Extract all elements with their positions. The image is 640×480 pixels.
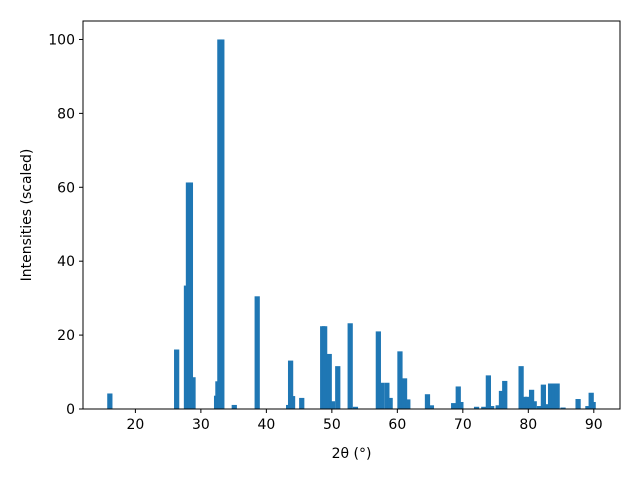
bar (536, 406, 543, 409)
bar (544, 404, 550, 409)
bar (424, 394, 431, 409)
bar (590, 401, 596, 409)
bar (299, 397, 305, 409)
bar (458, 401, 464, 409)
y-axis-label: Intensities (scaled) (19, 149, 35, 282)
bar (401, 378, 408, 409)
bar (485, 375, 491, 409)
y-tick-label: 80 (57, 106, 75, 122)
bar (231, 404, 237, 409)
bar (489, 406, 495, 409)
x-tick-label: 40 (257, 417, 275, 433)
bar (518, 366, 524, 409)
bar (384, 382, 390, 409)
bar (107, 393, 113, 409)
bar (379, 382, 385, 409)
bars-group (107, 39, 596, 409)
plot-frame (82, 20, 621, 410)
bar (174, 349, 180, 409)
bar (540, 384, 546, 409)
bar (481, 406, 487, 409)
bar (502, 380, 508, 409)
y-tick-label: 100 (48, 32, 75, 48)
bar (352, 406, 359, 409)
bar (387, 397, 393, 409)
x-tick-label: 30 (192, 417, 210, 433)
bar (560, 407, 566, 409)
bar (187, 182, 194, 409)
bar (190, 377, 196, 409)
x-tick-label: 80 (519, 417, 537, 433)
bar (473, 406, 480, 409)
bar (287, 360, 294, 409)
bar (375, 331, 381, 409)
bar (322, 326, 328, 409)
bar (219, 39, 225, 409)
x-tick-label: 20 (126, 417, 144, 433)
bar (547, 383, 554, 409)
bar (254, 296, 260, 409)
bar (326, 353, 332, 409)
y-tick-label: 20 (57, 328, 75, 344)
bar (554, 383, 560, 409)
bar (329, 401, 336, 409)
bar (498, 390, 505, 409)
bar (551, 383, 557, 409)
y-ticks-group: 0 20 40 60 80 100 (48, 32, 83, 418)
bar (451, 403, 457, 409)
bar (588, 392, 594, 409)
bar (531, 401, 537, 409)
bar (521, 396, 528, 409)
bar (405, 399, 411, 409)
bar (575, 399, 581, 409)
x-axis-label: 2θ (°) (332, 446, 372, 462)
x-tick-label: 90 (585, 417, 603, 433)
x-tick-label: 60 (388, 417, 406, 433)
bar (585, 406, 591, 409)
x-tick-label: 70 (454, 417, 472, 433)
bar (397, 351, 403, 409)
x-tick-label: 50 (323, 417, 341, 433)
y-tick-label: 40 (57, 254, 75, 270)
bar (289, 396, 296, 409)
bar (528, 389, 535, 409)
bar (495, 405, 501, 409)
x-ticks-group: 20 30 40 50 60 70 80 90 (126, 409, 603, 433)
bar (525, 396, 531, 409)
bar (428, 405, 435, 409)
y-tick-label: 60 (57, 180, 75, 196)
bar (347, 323, 353, 409)
bar (335, 366, 341, 409)
bar (455, 386, 461, 409)
y-tick-label: 0 (66, 402, 75, 418)
